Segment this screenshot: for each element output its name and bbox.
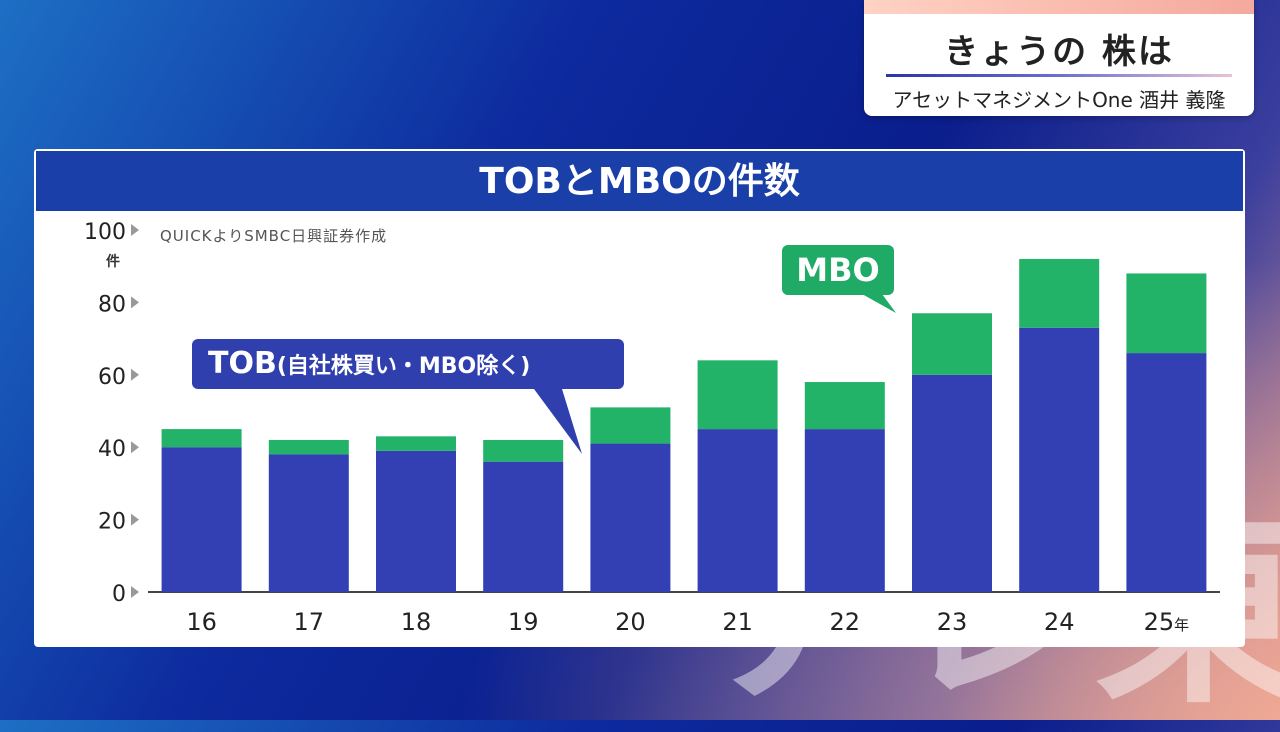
bar-tob (268, 454, 349, 592)
chart-panel: TOBとMBOの件数 QUICKよりSMBC日興証券作成 件 0 20 40 60 80… (34, 149, 1245, 647)
y-tick-label: 100 (84, 220, 126, 245)
bar-tob (590, 443, 671, 592)
y-tick-label: 20 (98, 510, 126, 535)
tob-callout-main: TOB (208, 346, 277, 381)
bar-tob (376, 450, 456, 592)
y-tick-label: 60 (98, 365, 126, 390)
x-tick-label: 19 (508, 608, 539, 636)
x-tick-label: 25年 (1144, 608, 1190, 636)
y-tick-arrow (131, 586, 139, 598)
program-subtitle: アセットマネジメントOne 酒井 義隆 (892, 88, 1226, 112)
x-tick-label: 18 (401, 608, 432, 636)
bar-tob (1126, 353, 1207, 592)
title-card-strip (864, 0, 1254, 14)
x-tick-label: 17 (294, 608, 325, 636)
title-divider (886, 74, 1232, 77)
y-tick-arrow (131, 368, 139, 381)
x-tick-label: 21 (722, 608, 753, 636)
bar-mbo (1126, 273, 1207, 354)
y-tick-label: 40 (98, 437, 126, 462)
y-tick-arrow (131, 296, 139, 309)
bar-mbo (697, 360, 778, 430)
bar-chart: 0 20 40 60 80 100 16 17 18 19 20 21 22 23 24 25年 (84, 220, 1220, 636)
bar-mbo (804, 382, 885, 430)
bar-tob (161, 447, 242, 592)
chart-title: TOBとMBOの件数 (34, 149, 1245, 213)
x-tick-label: 24 (1044, 608, 1075, 636)
program-title-card: きょうの 株は アセットマネジメントOne 酒井 義隆 (864, 0, 1254, 116)
bar-mbo (590, 407, 671, 444)
bar-mbo (483, 439, 564, 462)
y-tick-label: 80 (98, 292, 126, 317)
tob-callout: TOB(自社株買い・MBO除く) (192, 339, 624, 389)
mbo-callout-pointer (862, 294, 896, 313)
bar-tob (697, 429, 778, 592)
bar-mbo (161, 429, 242, 448)
y-unit-label: 件 (106, 254, 120, 270)
tob-callout-pointer (534, 389, 582, 454)
bar-tob (1019, 327, 1100, 592)
bar-tob (804, 429, 885, 592)
y-tick-arrow (131, 224, 139, 236)
bar-mbo (268, 439, 349, 455)
bar-mbo (1019, 258, 1100, 328)
x-tick-label: 16 (186, 608, 217, 636)
bar-mbo (376, 436, 456, 451)
bar-tob (912, 374, 992, 592)
y-tick-label: 0 (112, 582, 126, 607)
x-tick-label: 23 (937, 608, 968, 636)
x-tick-label: 20 (615, 608, 646, 636)
bar-mbo (912, 313, 992, 375)
bar-tob (483, 461, 564, 592)
mbo-callout: MBO (782, 245, 894, 295)
source-note: QUICKよりSMBC日興証券作成 (160, 227, 388, 245)
x-tick-label: 22 (830, 608, 861, 636)
y-tick-arrow (131, 441, 139, 454)
program-title: きょうの 株は (944, 32, 1174, 72)
tob-callout-note: (自社株買い・MBO除く) (276, 354, 531, 379)
y-tick-arrow (131, 513, 139, 526)
